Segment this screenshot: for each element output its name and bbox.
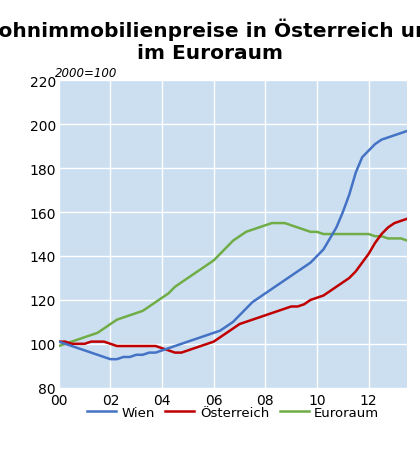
Wien xyxy=(56,339,61,345)
Österreich xyxy=(140,344,145,349)
Euroraum xyxy=(399,236,404,242)
Österreich xyxy=(192,346,197,351)
Euroraum xyxy=(95,331,100,336)
Text: 2000=100: 2000=100 xyxy=(55,67,118,80)
Euroraum xyxy=(121,315,126,321)
Wien xyxy=(192,337,197,342)
Österreich xyxy=(173,350,178,355)
Wien xyxy=(399,131,404,137)
Line: Euroraum: Euroraum xyxy=(59,224,407,346)
Wien xyxy=(405,129,410,134)
Österreich xyxy=(405,216,410,222)
Österreich xyxy=(56,339,61,345)
Euroraum xyxy=(140,308,145,314)
Euroraum xyxy=(405,239,410,244)
Euroraum xyxy=(185,276,190,281)
Österreich xyxy=(121,344,126,349)
Wien xyxy=(373,142,378,147)
Österreich xyxy=(399,219,404,224)
Line: Österreich: Österreich xyxy=(59,219,407,353)
Österreich xyxy=(373,240,378,246)
Wien xyxy=(127,354,132,360)
Österreich xyxy=(95,339,100,345)
Text: Wohnimmobilienpreise in Österreich und
im Euroraum: Wohnimmobilienpreise in Österreich und i… xyxy=(0,18,420,62)
Wien xyxy=(95,352,100,358)
Wien xyxy=(147,350,152,355)
Euroraum xyxy=(373,234,378,239)
Euroraum xyxy=(56,344,61,349)
Line: Wien: Wien xyxy=(59,132,407,359)
Legend: Wien, Österreich, Euroraum: Wien, Österreich, Euroraum xyxy=(82,400,384,424)
Wien xyxy=(108,357,113,362)
Euroraum xyxy=(269,221,274,226)
